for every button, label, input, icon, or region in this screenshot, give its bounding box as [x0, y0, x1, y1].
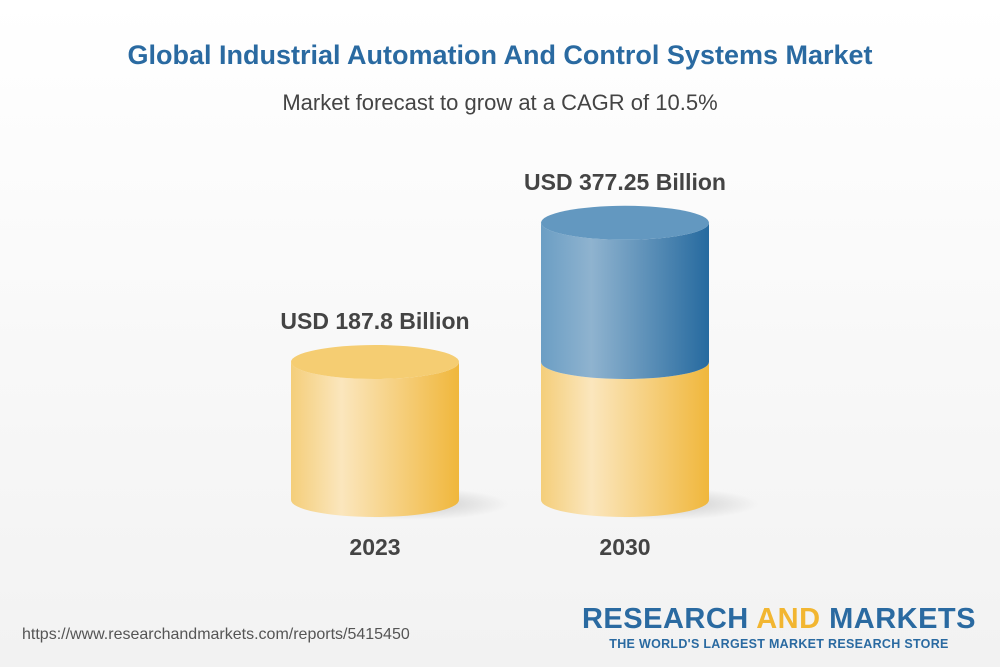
- data-label: USD 377.25 Billion: [524, 169, 726, 195]
- cylinder-body-2023: [291, 362, 459, 517]
- source-url[interactable]: https://www.researchandmarkets.com/repor…: [22, 626, 410, 643]
- chart-title: Global Industrial Automation And Control…: [127, 40, 873, 70]
- category-label: 2030: [599, 534, 650, 560]
- category-label: 2023: [349, 534, 400, 560]
- cylinder-top-2030: [541, 205, 709, 240]
- cylinder-growth-segment-2030: [541, 222, 709, 379]
- research-and-markets-logo: RESEARCH AND MARKETS THE WORLD'S LARGEST…: [581, 603, 976, 651]
- cylinder-top-2023: [291, 345, 459, 379]
- cylinder-base-segment-2030: [541, 362, 709, 517]
- data-label: USD 187.8 Billion: [280, 308, 469, 334]
- chart-subtitle: Market forecast to grow at a CAGR of 10.…: [282, 90, 718, 115]
